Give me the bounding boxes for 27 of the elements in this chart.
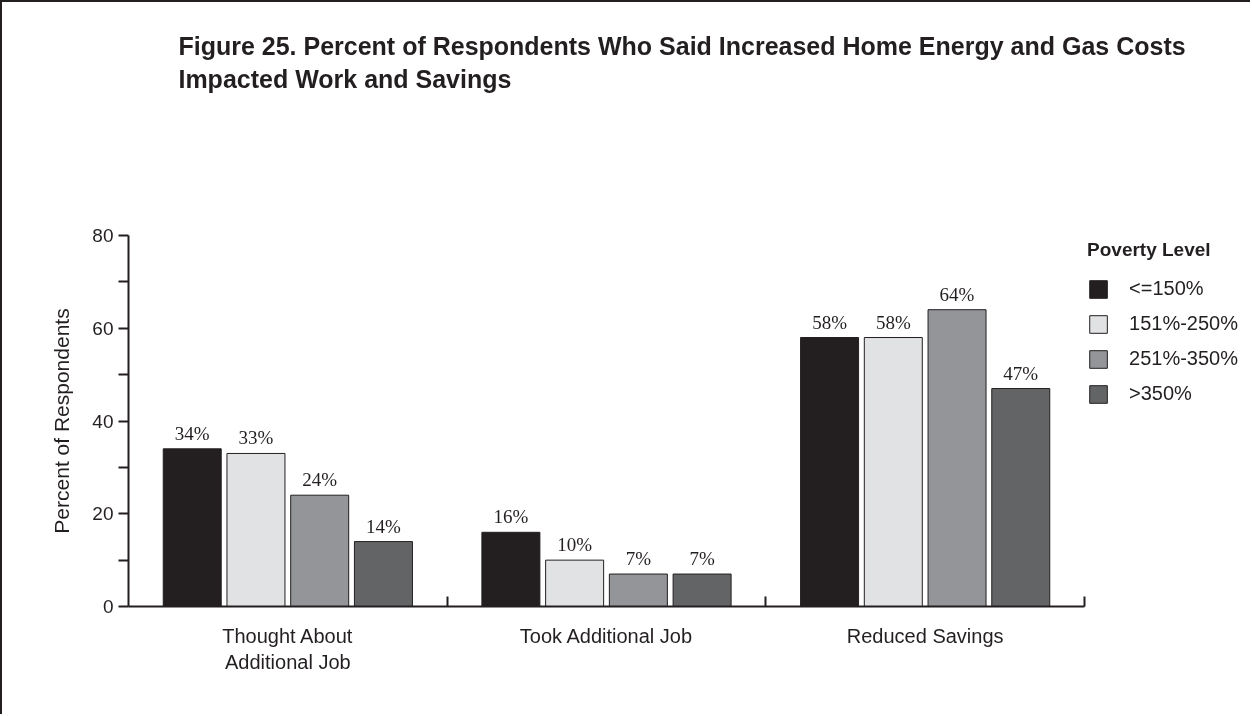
y-tick-label: 60 <box>92 317 114 339</box>
data-label: 14% <box>366 515 402 537</box>
data-label: 47% <box>1003 362 1039 384</box>
data-label: 16% <box>493 506 529 528</box>
legend-label: <=150% <box>1129 277 1204 300</box>
x-tick-label: Reduced Savings <box>846 624 1004 647</box>
data-label: 64% <box>939 283 975 305</box>
legend-label: 151%-250% <box>1129 312 1238 335</box>
legend-label: 251%-350% <box>1129 347 1238 370</box>
y-tick-label: 0 <box>102 596 114 617</box>
data-label: 24% <box>302 469 338 491</box>
data-label: 7% <box>625 548 652 570</box>
x-tick-label: Thought About Additional Job <box>222 624 353 673</box>
y-axis-title: Percent of Respondents <box>50 308 74 534</box>
data-label: 58% <box>812 311 848 333</box>
y-tick-label: 20 <box>92 503 114 525</box>
legend-title: Poverty Level <box>1087 239 1212 261</box>
legend-label: >350% <box>1129 382 1192 405</box>
y-tick-label: 80 <box>92 225 114 246</box>
chart-title: Figure 25. Percent of Respondents Who Said Increased Home Energy and Gas Costs Impacted Work and Savings <box>178 31 1186 94</box>
x-tick-label: Took Additional Job <box>519 624 693 647</box>
y-tick-label: 40 <box>92 410 114 432</box>
data-label: 7% <box>689 548 715 570</box>
data-label: 33% <box>238 427 274 449</box>
data-label: 58% <box>875 311 911 333</box>
data-label: 34% <box>174 422 210 444</box>
data-label: 10% <box>557 534 593 556</box>
